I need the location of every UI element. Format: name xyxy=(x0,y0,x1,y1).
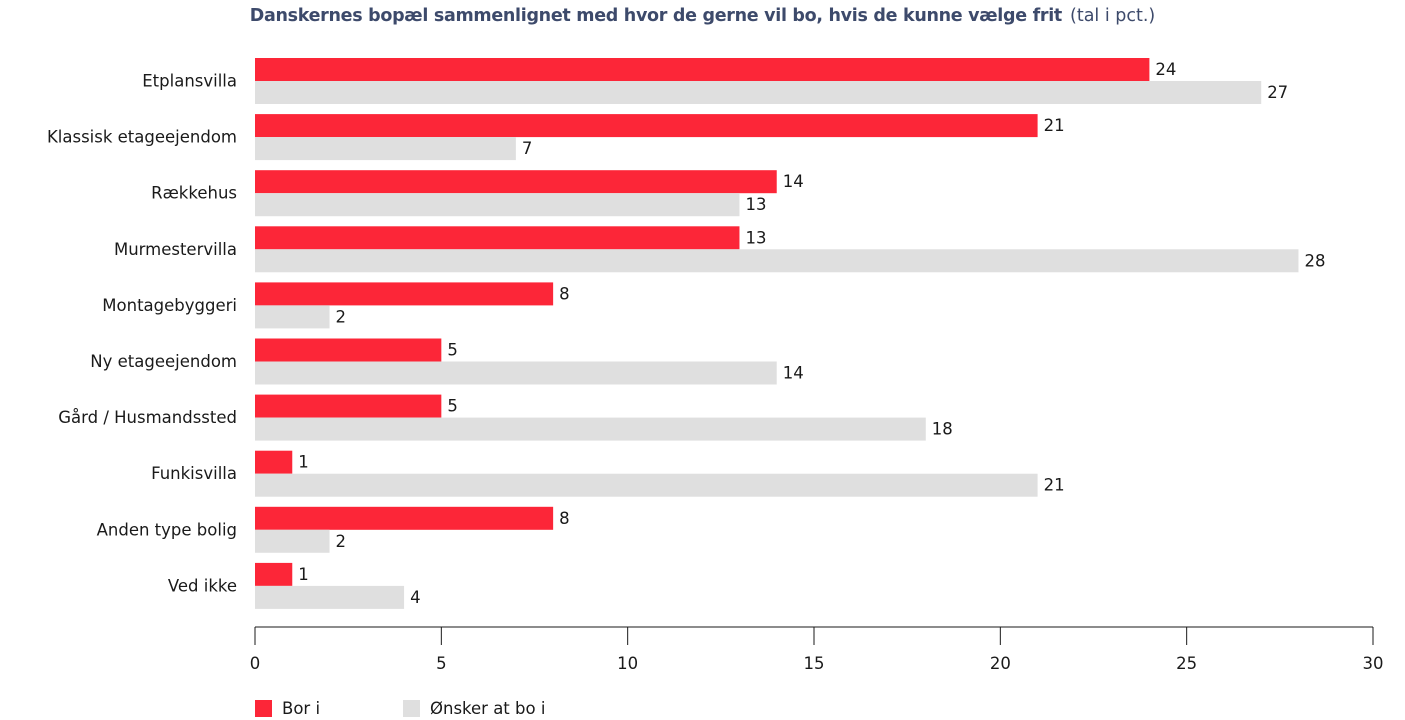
category-label: Ved ikke xyxy=(168,576,237,595)
data-label-onsker-at-bo-i: 2 xyxy=(336,532,347,551)
bar-bor-i xyxy=(255,394,442,418)
chart-title: Danskernes bopæl sammenlignet med hvor d… xyxy=(0,6,1405,26)
bar-onsker-at-bo-i xyxy=(255,305,330,329)
chart-title-main: Danskernes bopæl sammenlignet med hvor d… xyxy=(249,6,1063,26)
x-tick-label: 15 xyxy=(804,654,825,673)
data-label-bor-i: 1 xyxy=(298,453,309,472)
x-tick-label: 20 xyxy=(990,654,1011,673)
category-label: Klassisk etageejendom xyxy=(47,128,237,147)
data-label-bor-i: 5 xyxy=(447,397,458,416)
data-label-bor-i: 21 xyxy=(1044,116,1065,135)
category-label: Murmestervilla xyxy=(114,240,237,259)
bar-onsker-at-bo-i xyxy=(255,361,777,385)
legend-item-onsker-at-bo-i: Ønsker at bo i xyxy=(403,699,545,718)
data-label-onsker-at-bo-i: 13 xyxy=(745,195,766,214)
x-tick-label: 30 xyxy=(1363,654,1384,673)
bar-onsker-at-bo-i xyxy=(255,137,516,161)
data-label-onsker-at-bo-i: 2 xyxy=(336,307,347,326)
x-tick-label: 0 xyxy=(250,654,261,673)
x-tick-label: 5 xyxy=(436,654,447,673)
bar-bor-i xyxy=(255,338,442,362)
bar-bor-i xyxy=(255,282,554,306)
x-tick-label: 10 xyxy=(617,654,638,673)
legend-label-onsker-at-bo-i: Ønsker at bo i xyxy=(430,699,546,718)
legend-swatch-bor-i xyxy=(255,700,272,717)
bar-onsker-at-bo-i xyxy=(255,473,1038,497)
data-label-onsker-at-bo-i: 4 xyxy=(410,588,421,607)
bar-bor-i xyxy=(255,114,1038,138)
bar-bor-i xyxy=(255,58,1150,81)
legend-label-bor-i: Bor i xyxy=(282,699,321,718)
data-label-bor-i: 5 xyxy=(447,341,458,360)
data-label-bor-i: 8 xyxy=(559,509,570,528)
data-label-onsker-at-bo-i: 28 xyxy=(1304,251,1325,270)
data-label-bor-i: 14 xyxy=(783,172,804,191)
category-label: Montagebyggeri xyxy=(102,296,237,315)
data-label-onsker-at-bo-i: 14 xyxy=(783,364,804,383)
bar-onsker-at-bo-i xyxy=(255,529,330,553)
bar-onsker-at-bo-i xyxy=(255,249,1299,273)
x-tick-label: 25 xyxy=(1176,654,1197,673)
data-label-onsker-at-bo-i: 21 xyxy=(1044,476,1065,495)
data-label-onsker-at-bo-i: 7 xyxy=(522,139,533,158)
bar-bor-i xyxy=(255,226,740,250)
data-label-bor-i: 1 xyxy=(298,565,309,584)
legend-item-bor-i: Bor i xyxy=(255,699,320,718)
category-label: Etplansvilla xyxy=(142,72,237,91)
data-label-bor-i: 8 xyxy=(559,284,570,303)
category-label: Gård / Husmandssted xyxy=(58,408,237,427)
bar-onsker-at-bo-i xyxy=(255,417,926,441)
data-label-onsker-at-bo-i: 27 xyxy=(1267,83,1288,102)
data-label-bor-i: 24 xyxy=(1155,60,1176,79)
chart-title-unit: (tal i pct.) xyxy=(1070,6,1156,26)
bar-onsker-at-bo-i xyxy=(255,81,1262,104)
bar-bor-i xyxy=(255,170,777,194)
category-label: Ny etageejendom xyxy=(90,352,237,371)
bar-bor-i xyxy=(255,562,293,586)
bar-onsker-at-bo-i xyxy=(255,585,405,609)
data-label-bor-i: 13 xyxy=(745,228,766,247)
data-label-onsker-at-bo-i: 18 xyxy=(932,420,953,439)
bar-bor-i xyxy=(255,506,554,530)
category-label: Funkisvilla xyxy=(151,464,237,483)
category-label: Anden type bolig xyxy=(97,520,237,539)
bar-onsker-at-bo-i xyxy=(255,193,740,217)
category-label: Rækkehus xyxy=(151,184,237,203)
bar-bor-i xyxy=(255,450,293,474)
legend-swatch-onsker-at-bo-i xyxy=(403,700,420,717)
